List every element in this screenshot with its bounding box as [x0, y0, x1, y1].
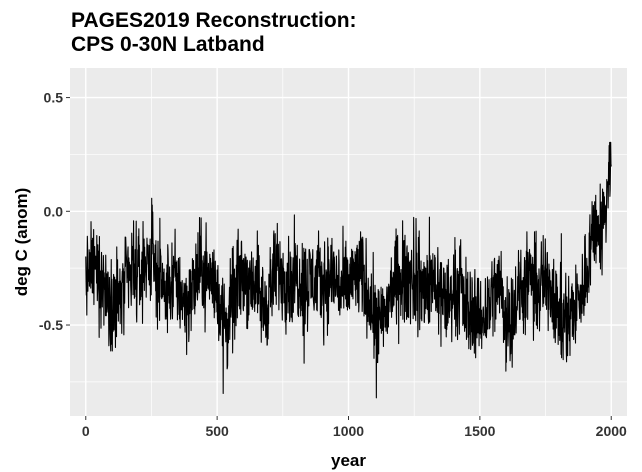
- chart-title-line-1: PAGES2019 Reconstruction:: [71, 9, 357, 32]
- y-tick-label: -0.5: [39, 317, 63, 333]
- y-tick-label: 0.0: [44, 203, 64, 219]
- x-axis-ticks: 0 500 1000 1500 2000: [82, 416, 627, 439]
- x-axis-title: year: [331, 451, 366, 470]
- x-tick-label: 500: [205, 423, 229, 439]
- x-tick-label: 1500: [464, 423, 495, 439]
- major-gridlines: [70, 68, 627, 416]
- y-tick-label: 0.5: [44, 90, 64, 106]
- x-tick-label: 1000: [333, 423, 364, 439]
- y-axis-ticks: 0.5 0.0 -0.5: [39, 90, 70, 333]
- y-axis-title: deg C (anom): [12, 188, 31, 297]
- data-series: [85, 141, 612, 399]
- chart-title-line-2: CPS 0-30N Latband: [71, 33, 265, 56]
- x-tick-label: 2000: [596, 423, 627, 439]
- chart-title: PAGES2019 Reconstruction: CPS 0-30N Latb…: [71, 9, 357, 57]
- x-tick-label: 0: [82, 423, 90, 439]
- series-line: [85, 141, 612, 399]
